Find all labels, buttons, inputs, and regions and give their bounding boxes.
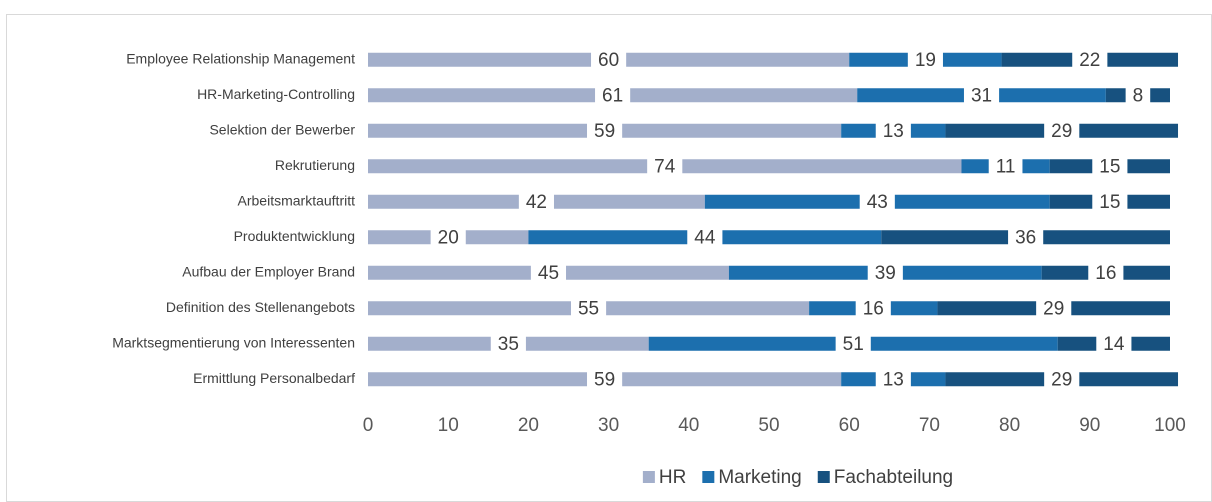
x-tick-label: 60: [839, 415, 860, 436]
data-label: 61: [602, 85, 623, 106]
data-label-bg: [687, 226, 723, 249]
data-label: 59: [594, 121, 615, 142]
x-tick-label: 10: [438, 415, 459, 436]
data-label-bg: [1092, 190, 1128, 213]
x-tick-label: 0: [363, 415, 374, 436]
data-label: 29: [1051, 369, 1072, 390]
data-label-bg: [1096, 332, 1132, 355]
legend-swatch: [817, 471, 830, 483]
data-label-bg: [1036, 297, 1072, 320]
data-label: 20: [438, 227, 459, 248]
data-label-bg: [570, 297, 607, 320]
data-label-bg: [1125, 84, 1151, 107]
data-label: 16: [1095, 263, 1116, 284]
data-label-bg: [907, 48, 943, 71]
data-label-bg: [875, 368, 911, 391]
y-tick-label: Marktsegmentierung von Interessenten: [112, 334, 355, 350]
data-label-bg: [587, 119, 623, 142]
data-label: 42: [526, 192, 547, 213]
data-label: 31: [971, 85, 992, 106]
data-label-bg: [988, 155, 1023, 178]
data-label: 16: [863, 298, 884, 319]
data-label-bg: [855, 297, 891, 320]
y-tick-label: HR-Marketing-Controlling: [197, 86, 355, 102]
legend-swatch: [702, 471, 715, 483]
data-label: 36: [1015, 227, 1036, 248]
y-tick-label: Definition des Stellenangebots: [166, 299, 355, 315]
data-label: 39: [875, 263, 896, 284]
y-tick-label: Arbeitsmarktauftritt: [238, 192, 356, 208]
data-label: 15: [1099, 192, 1120, 213]
data-label-bg: [530, 261, 567, 284]
data-label: 15: [1099, 156, 1120, 177]
data-label: 11: [996, 156, 1016, 177]
data-label: 55: [578, 298, 599, 319]
data-label: 8: [1133, 85, 1144, 106]
y-tick-label: Selektion der Bewerber: [209, 121, 355, 137]
data-label: 35: [498, 334, 519, 355]
data-label: 13: [883, 369, 904, 390]
legend-label: Fachabteilung: [834, 467, 953, 488]
data-label-bg: [587, 368, 623, 391]
data-label: 14: [1103, 334, 1125, 355]
x-tick-label: 100: [1154, 415, 1186, 436]
x-tick-label: 80: [999, 415, 1020, 436]
data-label-bg: [875, 119, 911, 142]
data-label-bg: [835, 332, 871, 355]
data-label: 43: [867, 192, 888, 213]
x-tick-label: 40: [678, 415, 699, 436]
data-label-bg: [595, 84, 631, 107]
data-label-bg: [963, 84, 1000, 107]
data-label: 45: [538, 263, 559, 284]
y-tick-label: Employee Relationship Management: [126, 50, 355, 66]
legend-label: HR: [659, 467, 686, 488]
data-label: 13: [883, 121, 904, 142]
data-label: 51: [843, 334, 864, 355]
x-tick-label: 90: [1079, 415, 1100, 436]
data-label-bg: [1088, 261, 1124, 284]
data-label-bg: [1044, 119, 1080, 142]
y-tick-label: Ermittlung Personalbedarf: [193, 370, 355, 386]
data-label: 22: [1079, 50, 1100, 71]
data-label-bg: [647, 155, 683, 178]
data-label-bg: [867, 261, 903, 284]
data-label-bg: [1072, 48, 1108, 71]
data-label-bg: [1008, 226, 1044, 249]
data-label-bg: [490, 332, 526, 355]
legend-swatch: [642, 471, 655, 483]
data-label: 59: [594, 369, 615, 390]
x-tick-label: 30: [598, 415, 619, 436]
x-tick-label: 50: [758, 415, 779, 436]
data-label-bg: [1044, 368, 1080, 391]
data-label-bg: [591, 48, 627, 71]
data-label-bg: [518, 190, 554, 213]
data-label-bg: [859, 190, 895, 213]
x-tick-label: 20: [518, 415, 539, 436]
data-label: 29: [1051, 121, 1072, 142]
y-tick-label: Produktentwicklung: [234, 228, 355, 244]
data-label: 60: [598, 50, 619, 71]
data-label: 74: [654, 156, 676, 177]
legend-label: Marketing: [718, 467, 801, 488]
data-label-bg: [1092, 155, 1128, 178]
data-label: 29: [1043, 298, 1064, 319]
y-tick-label: Rekrutierung: [275, 157, 355, 173]
data-label-bg: [430, 226, 466, 249]
x-tick-label: 70: [919, 415, 940, 436]
data-label: 44: [694, 227, 716, 248]
data-label: 19: [915, 50, 936, 71]
y-tick-label: Aufbau der Employer Brand: [182, 263, 355, 279]
